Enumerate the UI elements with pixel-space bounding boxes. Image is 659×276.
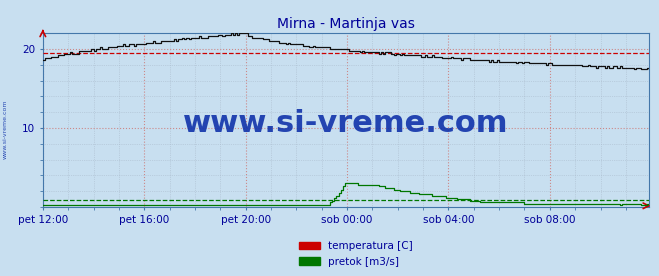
Title: Mirna - Martinja vas: Mirna - Martinja vas: [277, 17, 415, 31]
Legend: temperatura [C], pretok [m3/s]: temperatura [C], pretok [m3/s]: [295, 237, 417, 271]
Text: www.si-vreme.com: www.si-vreme.com: [183, 109, 509, 138]
Text: www.si-vreme.com: www.si-vreme.com: [3, 100, 8, 160]
